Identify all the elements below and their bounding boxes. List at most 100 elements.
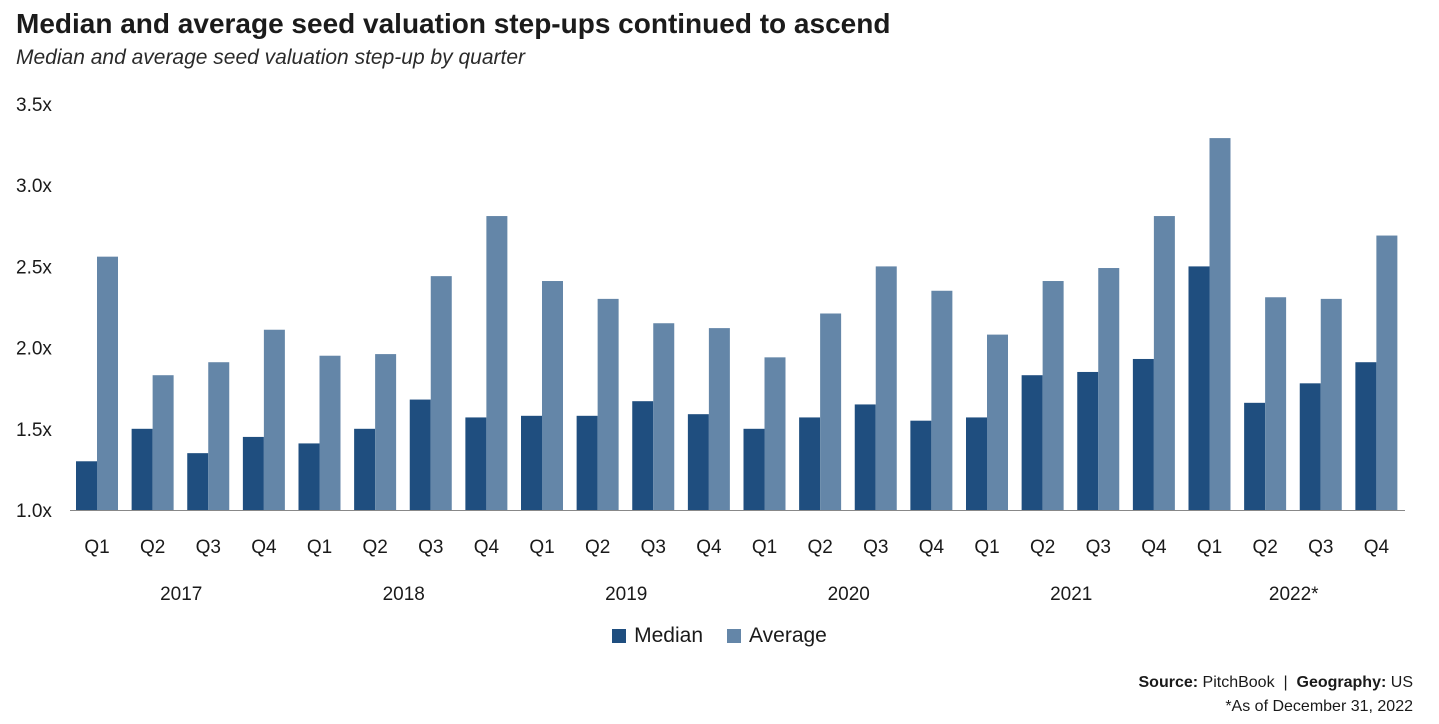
source-value: PitchBook <box>1202 674 1275 691</box>
bar-average <box>486 216 508 510</box>
bar-average <box>820 313 842 510</box>
bar-average <box>875 266 897 510</box>
bar-median <box>187 453 209 510</box>
bar-median <box>1355 362 1377 510</box>
x-tick-label: Q4 <box>919 537 945 558</box>
x-tick-label: Q3 <box>1086 537 1111 558</box>
bar-median <box>1132 358 1154 510</box>
bar-average <box>1153 216 1175 510</box>
y-tick-label: 3.0x <box>16 176 52 197</box>
footnote: *As of December 31, 2022 <box>1225 698 1413 715</box>
geography-value: US <box>1390 674 1413 691</box>
bar-average <box>1376 235 1398 510</box>
bar-average <box>987 334 1008 510</box>
x-tick-label: Q4 <box>1141 537 1167 558</box>
bar-median <box>632 401 654 510</box>
x-tick-label: Q1 <box>974 537 999 558</box>
x-tick-label: Q3 <box>418 537 443 558</box>
bar-average <box>375 354 397 510</box>
legend-item-average: Average <box>727 624 827 648</box>
year-label: 2020 <box>828 584 870 605</box>
year-label: 2018 <box>383 584 425 605</box>
bar-average <box>263 329 285 510</box>
x-tick-label: Q3 <box>1308 537 1333 558</box>
x-tick-label: Q1 <box>307 537 332 558</box>
bar-average <box>208 362 230 510</box>
bar-average <box>653 323 675 510</box>
chart-subtitle: Median and average seed valuation step-u… <box>16 46 526 69</box>
source-label: Source: <box>1138 674 1199 691</box>
legend: Median Average <box>0 624 1439 648</box>
bar-average <box>319 355 341 510</box>
bar-median <box>354 428 376 510</box>
bar-median <box>1077 371 1099 510</box>
bar-median <box>76 461 97 510</box>
source-line: Source: PitchBook | Geography: US <box>1139 674 1414 692</box>
y-tick-label: 1.0x <box>16 501 52 522</box>
legend-label-median: Median <box>634 624 704 647</box>
bar-median <box>1021 375 1043 510</box>
chart-title: Median and average seed valuation step-u… <box>16 8 891 39</box>
x-tick-label: Q4 <box>696 537 722 558</box>
bar-median <box>1299 383 1321 510</box>
bar-median <box>576 415 598 510</box>
x-tick-label: Q1 <box>752 537 777 558</box>
legend-label-average: Average <box>749 624 827 647</box>
bar-average <box>1320 298 1342 510</box>
year-label: 2019 <box>605 584 647 605</box>
x-tick-label: Q1 <box>1197 537 1222 558</box>
year-label: 2021 <box>1050 584 1092 605</box>
year-label: 2022* <box>1269 584 1319 605</box>
bar-average <box>1209 138 1231 510</box>
bar-average <box>1265 297 1287 510</box>
y-tick-label: 2.5x <box>16 257 52 278</box>
bar-median <box>910 420 932 510</box>
bar-average <box>152 375 174 510</box>
bar-median <box>687 414 709 510</box>
year-label: 2017 <box>160 584 202 605</box>
bar-average <box>1042 281 1064 510</box>
x-tick-label: Q1 <box>529 537 554 558</box>
bar-median <box>1244 402 1266 510</box>
bar-median <box>799 417 821 510</box>
bar-average <box>542 281 563 510</box>
legend-swatch-median <box>612 629 627 643</box>
bar-median <box>966 417 987 510</box>
bar-average <box>597 298 619 510</box>
x-tick-label: Q1 <box>84 537 109 558</box>
legend-item-median: Median <box>612 624 703 648</box>
x-tick-label: Q2 <box>362 537 387 558</box>
bar-average <box>764 357 786 510</box>
bar-median <box>409 399 431 510</box>
geography-label: Geography: <box>1296 674 1387 691</box>
x-tick-label: Q4 <box>474 537 500 558</box>
x-tick-label: Q2 <box>807 537 832 558</box>
x-tick-label: Q3 <box>863 537 888 558</box>
x-tick-label: Q2 <box>1030 537 1055 558</box>
bar-median <box>242 436 264 510</box>
x-tick-label: Q3 <box>196 537 221 558</box>
legend-swatch-average <box>727 629 742 643</box>
x-tick-label: Q2 <box>585 537 610 558</box>
x-tick-label: Q2 <box>140 537 165 558</box>
bar-average <box>430 276 452 510</box>
x-tick-label: Q4 <box>251 537 277 558</box>
y-tick-label: 2.0x <box>16 339 52 360</box>
bar-average <box>1098 268 1120 510</box>
y-tick-label: 1.5x <box>16 420 52 441</box>
bar-average <box>97 256 118 510</box>
bar-average <box>931 290 953 510</box>
bar-median <box>521 415 542 510</box>
bar-median <box>298 443 320 510</box>
bar-average <box>708 328 730 510</box>
x-tick-label: Q3 <box>641 537 666 558</box>
bar-median <box>1188 266 1210 510</box>
bar-median <box>465 417 487 510</box>
x-tick-label: Q2 <box>1252 537 1277 558</box>
bar-median <box>854 404 876 510</box>
y-tick-label: 3.5x <box>16 95 52 116</box>
bar-median <box>743 428 765 510</box>
x-tick-label: Q4 <box>1364 537 1390 558</box>
bar-median <box>131 428 153 510</box>
